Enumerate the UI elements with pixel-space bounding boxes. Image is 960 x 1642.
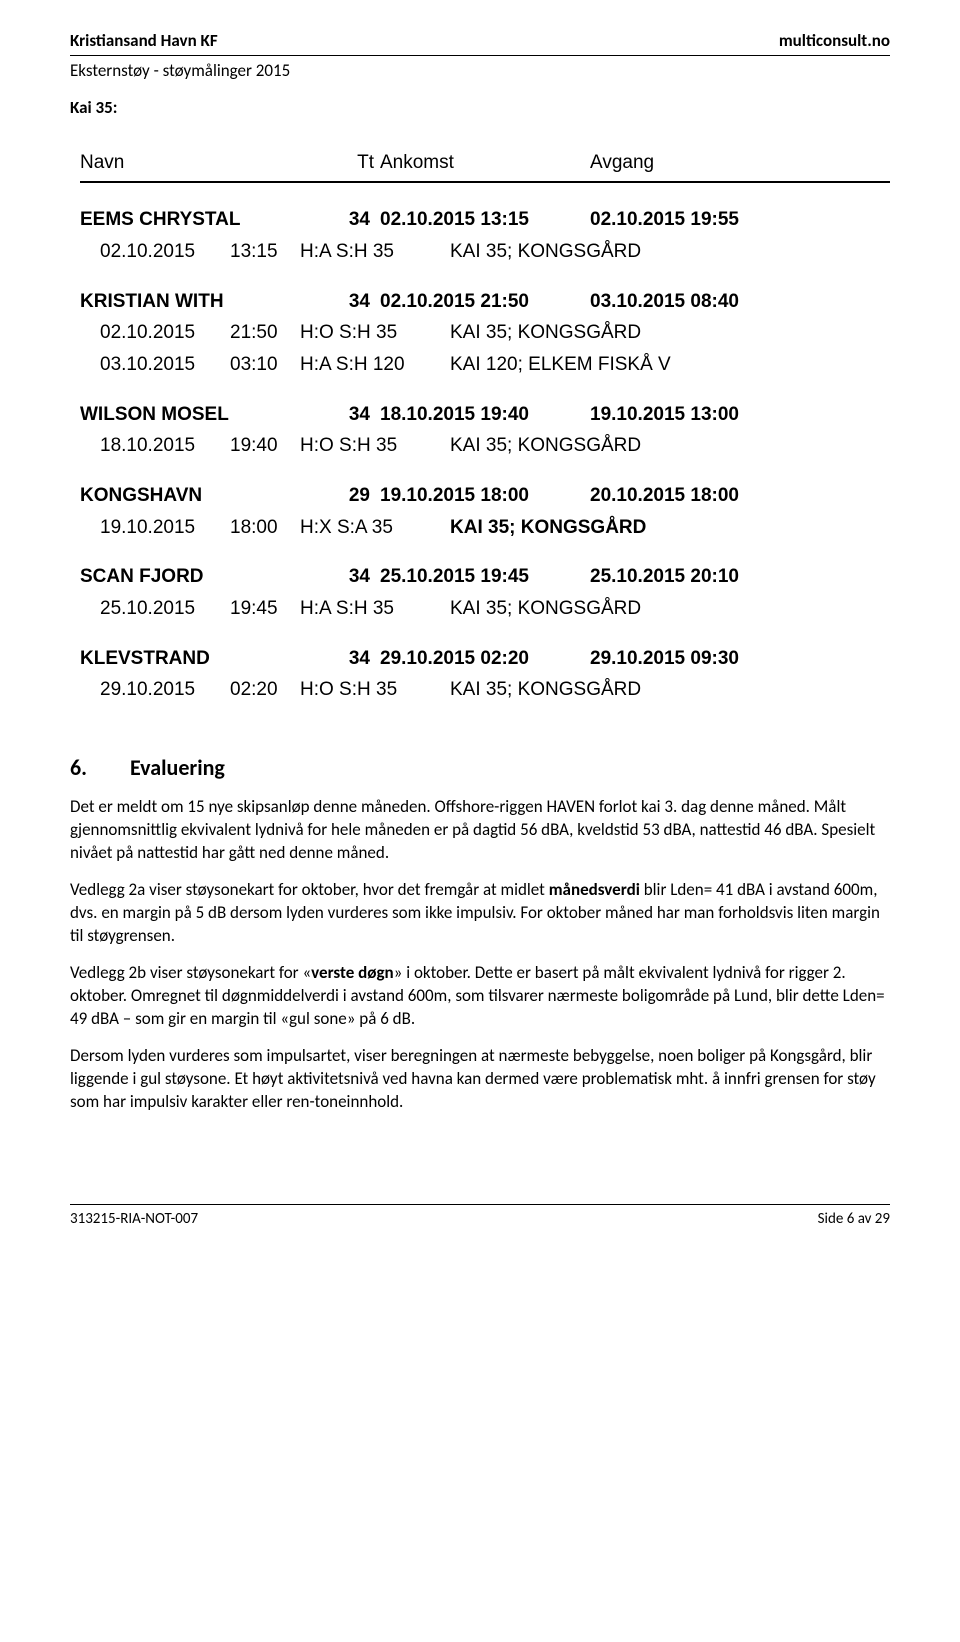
sub-date: 03.10.2015 [100, 352, 230, 378]
ship-tt: 34 [335, 207, 380, 233]
ship-name: KONGSHAVN [80, 483, 335, 509]
ship-entry-main: EEMS CHRYSTAL3402.10.2015 13:1502.10.201… [80, 207, 890, 233]
ship-arrival: 18.10.2015 19:40 [380, 402, 590, 428]
ship-name: KRISTIAN WITH [80, 289, 335, 315]
ship-tt: 34 [335, 289, 380, 315]
ship-arrival: 25.10.2015 19:45 [380, 564, 590, 590]
page-footer: 313215-RIA-NOT-007 Side 6 av 29 [70, 1204, 890, 1229]
sub-time: 02:20 [230, 677, 300, 703]
ship-tt: 29 [335, 483, 380, 509]
eval-p2: Vedlegg 2a viser støysonekart for oktobe… [70, 879, 890, 948]
footer-right: Side 6 av 29 [818, 1209, 890, 1229]
ship-tt: 34 [335, 646, 380, 672]
eval-p3a: Vedlegg 2b viser støysonekart for « [70, 962, 311, 983]
eval-p4: Dersom lyden vurderes som impulsartet, v… [70, 1045, 890, 1114]
ship-entry: EEMS CHRYSTAL3402.10.2015 13:1502.10.201… [80, 207, 890, 264]
ship-name: KLEVSTRAND [80, 646, 335, 672]
ship-departure: 20.10.2015 18:00 [590, 483, 790, 509]
sub-date: 18.10.2015 [100, 433, 230, 459]
eval-heading: 6.Evaluering [70, 753, 890, 783]
sub-date: 02.10.2015 [100, 239, 230, 265]
sub-kai: KAI 35; KONGSGÅRD [450, 677, 890, 703]
header-right: multiconsult.no [779, 30, 890, 53]
ship-entry-main: KLEVSTRAND3429.10.2015 02:2029.10.2015 0… [80, 646, 890, 672]
sub-kai: KAI 35; KONGSGÅRD [450, 515, 890, 541]
sub-kai: KAI 35; KONGSGÅRD [450, 596, 890, 622]
ship-entry-main: KONGSHAVN2919.10.2015 18:0020.10.2015 18… [80, 483, 890, 509]
eval-p2-bold: månedsverdi [549, 879, 640, 900]
sub-kai: KAI 120; ELKEM FISKÅ V [450, 352, 890, 378]
footer-left: 313215-RIA-NOT-007 [70, 1209, 198, 1229]
ship-arrival: 19.10.2015 18:00 [380, 483, 590, 509]
ship-entry-sub: 03.10.201503:10H:A S:H 120KAI 120; ELKEM… [80, 352, 890, 378]
ship-departure: 29.10.2015 09:30 [590, 646, 790, 672]
th-avgang: Avgang [590, 150, 790, 176]
kai-label: Kai 35: [70, 97, 890, 120]
ship-entry-sub: 19.10.201518:00H:X S:A 35KAI 35; KONGSGÅ… [80, 515, 890, 541]
ship-entry-main: KRISTIAN WITH3402.10.2015 21:5003.10.201… [80, 289, 890, 315]
eval-p3: Vedlegg 2b viser støysonekart for «verst… [70, 962, 890, 1031]
ship-departure: 19.10.2015 13:00 [590, 402, 790, 428]
eval-p2a: Vedlegg 2a viser støysonekart for oktobe… [70, 879, 549, 900]
sub-codes: H:O S:H 35 [300, 677, 450, 703]
ship-arrival: 02.10.2015 21:50 [380, 289, 590, 315]
ship-entry: KRISTIAN WITH3402.10.2015 21:5003.10.201… [80, 289, 890, 378]
ship-name: EEMS CHRYSTAL [80, 207, 335, 233]
sub-date: 02.10.2015 [100, 320, 230, 346]
sub-codes: H:A S:H 35 [300, 596, 450, 622]
ship-table-header: Navn Tt Ankomst Avgang [80, 150, 890, 184]
header-sub: Eksternstøy - støymålinger 2015 [70, 60, 890, 83]
ship-name: WILSON MOSEL [80, 402, 335, 428]
sub-codes: H:X S:A 35 [300, 515, 450, 541]
th-tt: Tt [335, 150, 380, 176]
sub-kai: KAI 35; KONGSGÅRD [450, 433, 890, 459]
sub-codes: H:A S:H 120 [300, 352, 450, 378]
ship-entry: KONGSHAVN2919.10.2015 18:0020.10.2015 18… [80, 483, 890, 540]
ship-entry-sub: 02.10.201521:50H:O S:H 35KAI 35; KONGSGÅ… [80, 320, 890, 346]
ship-entry: SCAN FJORD3425.10.2015 19:4525.10.2015 2… [80, 564, 890, 621]
ship-table: Navn Tt Ankomst Avgang EEMS CHRYSTAL3402… [70, 150, 890, 703]
sub-date: 19.10.2015 [100, 515, 230, 541]
header-left: Kristiansand Havn KF [70, 30, 218, 53]
sub-time: 03:10 [230, 352, 300, 378]
ship-departure: 25.10.2015 20:10 [590, 564, 790, 590]
sub-time: 19:45 [230, 596, 300, 622]
sub-kai: KAI 35; KONGSGÅRD [450, 320, 890, 346]
eval-num: 6. [70, 753, 130, 783]
page-header: Kristiansand Havn KF multiconsult.no [70, 30, 890, 56]
sub-time: 13:15 [230, 239, 300, 265]
sub-date: 29.10.2015 [100, 677, 230, 703]
ship-departure: 03.10.2015 08:40 [590, 289, 790, 315]
sub-codes: H:O S:H 35 [300, 320, 450, 346]
th-ankomst: Ankomst [380, 150, 590, 176]
ship-departure: 02.10.2015 19:55 [590, 207, 790, 233]
ship-arrival: 29.10.2015 02:20 [380, 646, 590, 672]
sub-codes: H:O S:H 35 [300, 433, 450, 459]
ship-entry-sub: 02.10.201513:15H:A S:H 35KAI 35; KONGSGÅ… [80, 239, 890, 265]
eval-title: Evaluering [130, 754, 225, 781]
ship-name: SCAN FJORD [80, 564, 335, 590]
sub-date: 25.10.2015 [100, 596, 230, 622]
sub-kai: KAI 35; KONGSGÅRD [450, 239, 890, 265]
eval-p1: Det er meldt om 15 nye skipsanløp denne … [70, 796, 890, 865]
th-navn: Navn [80, 150, 335, 176]
eval-p3-bold: verste døgn [311, 962, 394, 983]
ship-entry-sub: 29.10.201502:20H:O S:H 35KAI 35; KONGSGÅ… [80, 677, 890, 703]
ship-entry-main: WILSON MOSEL3418.10.2015 19:4019.10.2015… [80, 402, 890, 428]
sub-codes: H:A S:H 35 [300, 239, 450, 265]
ship-entry-main: SCAN FJORD3425.10.2015 19:4525.10.2015 2… [80, 564, 890, 590]
ship-tt: 34 [335, 402, 380, 428]
sub-time: 19:40 [230, 433, 300, 459]
ship-entry: WILSON MOSEL3418.10.2015 19:4019.10.2015… [80, 402, 890, 459]
sub-time: 21:50 [230, 320, 300, 346]
ship-tt: 34 [335, 564, 380, 590]
ship-arrival: 02.10.2015 13:15 [380, 207, 590, 233]
ship-entry: KLEVSTRAND3429.10.2015 02:2029.10.2015 0… [80, 646, 890, 703]
ship-entry-sub: 18.10.201519:40H:O S:H 35KAI 35; KONGSGÅ… [80, 433, 890, 459]
sub-time: 18:00 [230, 515, 300, 541]
ship-entry-sub: 25.10.201519:45H:A S:H 35KAI 35; KONGSGÅ… [80, 596, 890, 622]
